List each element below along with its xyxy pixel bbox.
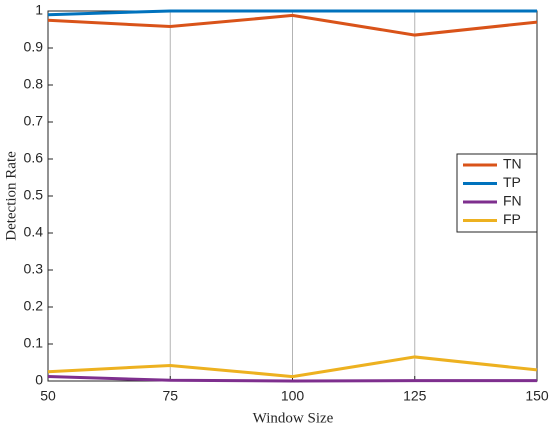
y-tick-label: 0.9 <box>24 39 44 55</box>
y-tick-label: 0.6 <box>24 150 44 166</box>
plot-area <box>48 11 537 381</box>
y-axis-label: Detection Rate <box>3 151 19 241</box>
x-tick-label: 100 <box>281 388 305 404</box>
x-axis-label: Window Size <box>253 410 334 426</box>
line-series <box>47 9 537 17</box>
y-tick-label: 0.4 <box>24 224 44 240</box>
legend-label: FP <box>503 211 521 227</box>
legend-label: TP <box>503 174 521 190</box>
legend-label: TN <box>503 156 522 172</box>
x-tick-label: 125 <box>403 388 427 404</box>
line-series <box>47 355 538 379</box>
y-tick-label: 1 <box>35 2 43 18</box>
y-tick-label: 0 <box>35 372 43 388</box>
y-tick-label: 0.1 <box>24 335 44 351</box>
line-series <box>47 13 538 37</box>
legend-label: FN <box>503 193 522 209</box>
y-tick-label: 0.3 <box>24 261 44 277</box>
y-tick-label: 0.7 <box>24 113 44 129</box>
y-tick-label: 0.8 <box>24 76 44 92</box>
x-tick-label: 75 <box>162 388 178 404</box>
line-series <box>47 375 537 383</box>
y-tick-label: 0.5 <box>24 187 44 203</box>
x-tick-label: 50 <box>40 388 56 404</box>
x-tick-label: 150 <box>525 388 549 404</box>
y-tick-label: 0.2 <box>24 298 44 314</box>
